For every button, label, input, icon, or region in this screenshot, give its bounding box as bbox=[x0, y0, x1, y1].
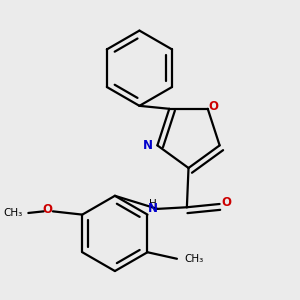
Text: N: N bbox=[148, 202, 158, 215]
Text: O: O bbox=[42, 203, 52, 216]
Text: N: N bbox=[143, 139, 153, 152]
Text: CH₃: CH₃ bbox=[184, 254, 203, 264]
Text: O: O bbox=[208, 100, 219, 113]
Text: O: O bbox=[222, 196, 232, 209]
Text: H: H bbox=[148, 199, 156, 209]
Text: CH₃: CH₃ bbox=[3, 208, 22, 218]
